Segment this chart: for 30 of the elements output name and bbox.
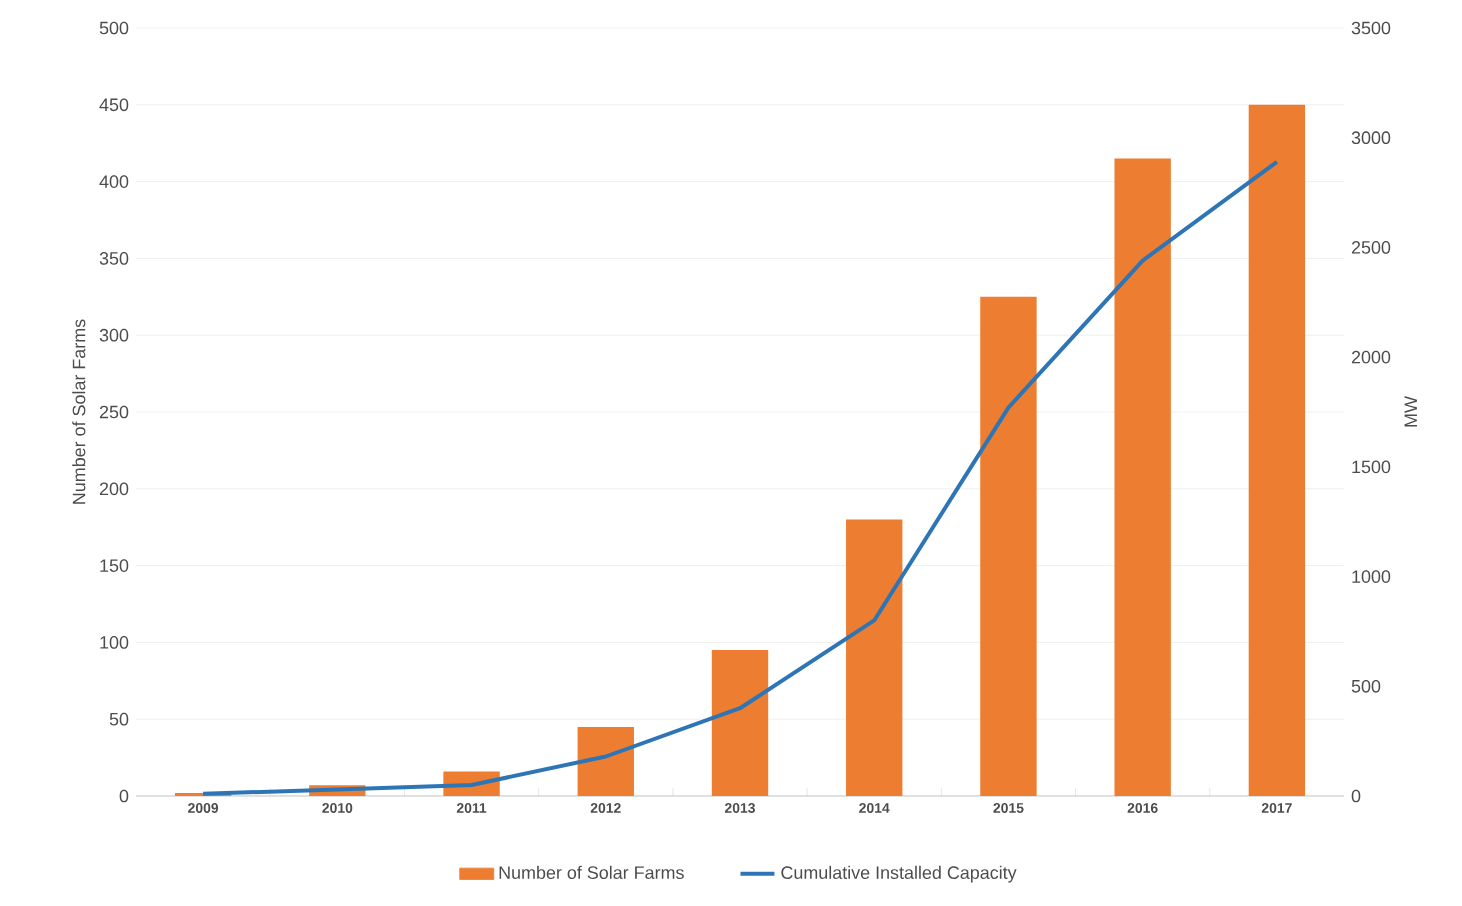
- y2-tick-label: 2000: [1351, 350, 1391, 364]
- y-tick-label: 350: [99, 252, 129, 265]
- y2-tick-label: 1500: [1352, 460, 1391, 474]
- bar: [711, 650, 769, 796]
- y-tick-label: 300: [99, 328, 129, 342]
- y2-axis-title: MW: [1404, 396, 1417, 427]
- y-tick-label: 150: [100, 559, 129, 572]
- y2-tick-label: 2500: [1351, 241, 1391, 254]
- y-tick-label: 450: [99, 98, 129, 112]
- y2-tick-label: 500: [1351, 679, 1381, 693]
- line-series: [201, 159, 1279, 796]
- bar: [1248, 104, 1306, 796]
- legend-label: Cumulative Installed Capacity: [781, 865, 1017, 883]
- y-tick-label: 250: [99, 405, 129, 419]
- y-tick-label: 200: [99, 482, 129, 496]
- y2-tick-label: 3000: [1351, 131, 1391, 145]
- bar: [577, 726, 634, 796]
- legend-label: Number of Solar Farms: [499, 865, 684, 879]
- y-tick-label: 400: [99, 175, 129, 188]
- bar: [980, 296, 1037, 796]
- y-tick-label: 50: [109, 712, 129, 726]
- y-tick-label: 500: [99, 21, 129, 35]
- y-tick-label: 100: [100, 636, 129, 649]
- y-tick-label: 0: [119, 789, 129, 803]
- y2-tick-label: 1000: [1352, 570, 1391, 583]
- y2-tick-label: 3500: [1351, 21, 1391, 35]
- bar: [1114, 158, 1171, 796]
- bar: [846, 519, 903, 796]
- y-axis-title: Number of Solar Farms: [72, 319, 86, 504]
- y2-tick-label: 0: [1351, 789, 1361, 803]
